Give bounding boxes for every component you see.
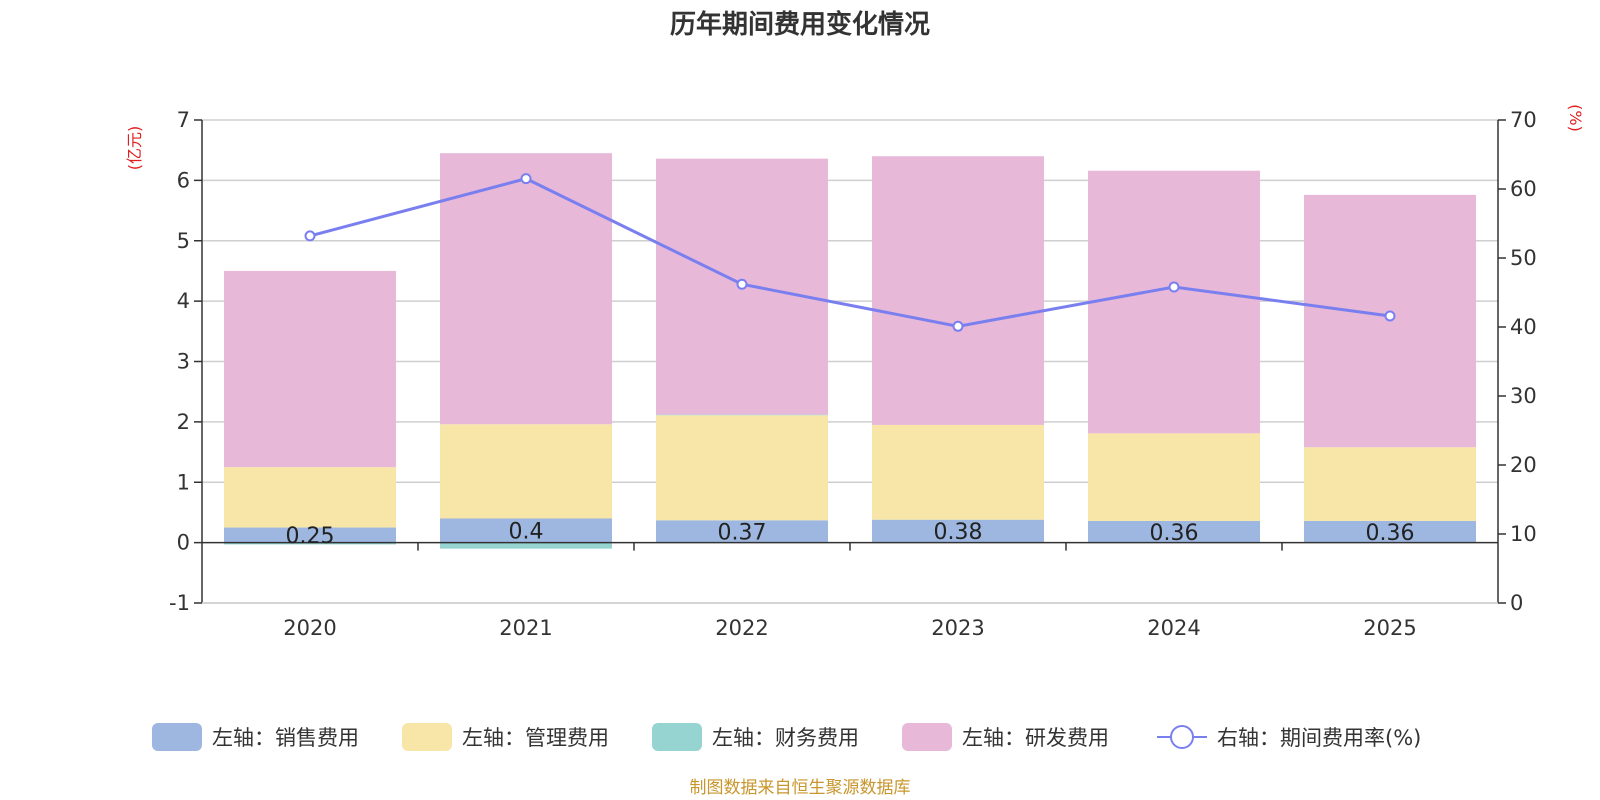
right-axis-tick-label: 30 bbox=[1510, 384, 1537, 408]
legend-swatch-3[interactable] bbox=[652, 723, 702, 751]
rate-point-2023 bbox=[952, 320, 964, 332]
right-axis-tick-label: 70 bbox=[1510, 108, 1537, 132]
rate-point-2020 bbox=[304, 230, 316, 242]
data-label-2021: 0.4 bbox=[509, 520, 544, 545]
right-axis-tick-label: 60 bbox=[1510, 177, 1537, 201]
bar-2-2023 bbox=[872, 424, 1044, 520]
data-label-2020: 0.25 bbox=[286, 524, 335, 549]
category-label: 2020 bbox=[283, 616, 336, 640]
left-axis-tick-label: 5 bbox=[177, 229, 190, 253]
left-axis-unit: (亿元) bbox=[125, 126, 144, 171]
bar-2-2022 bbox=[656, 415, 828, 521]
category-label: 2021 bbox=[499, 616, 552, 640]
legend-swatch-1[interactable] bbox=[152, 723, 202, 751]
left-axis-tick-label: 0 bbox=[177, 531, 190, 555]
left-axis-tick-label: 4 bbox=[177, 289, 190, 313]
bar-4-2024 bbox=[1088, 170, 1260, 434]
bar-3-2020 bbox=[224, 542, 396, 545]
bar-1-2024 bbox=[1088, 520, 1260, 543]
data-label-2022: 0.37 bbox=[718, 520, 767, 545]
bar-1-2020 bbox=[224, 527, 396, 543]
category-label: 2023 bbox=[931, 616, 984, 640]
legend-marker[interactable] bbox=[1170, 725, 1194, 749]
bar-2-2024 bbox=[1088, 433, 1260, 521]
bar-2-2020 bbox=[224, 467, 396, 528]
left-axis-tick-label: 1 bbox=[177, 470, 190, 494]
legend: 左轴：销售费用 左轴：管理费用 左轴：财务费用 左轴：研发费用 右轴：期间费用率(%) bbox=[152, 723, 1421, 751]
bar-3-2021 bbox=[440, 542, 612, 549]
right-axis-unit: (%) bbox=[1566, 104, 1585, 132]
legend-label-5[interactable]: 右轴：期间费用率(%) bbox=[1217, 726, 1421, 750]
right-axis-tick-label: 40 bbox=[1510, 315, 1537, 339]
source-note: 制图数据来自恒生聚源数据库 bbox=[690, 778, 911, 798]
rate-line-path bbox=[309, 177, 1391, 328]
rate-line bbox=[304, 173, 1396, 332]
data-label-2025: 0.36 bbox=[1366, 521, 1415, 546]
bar-2-2021 bbox=[440, 424, 612, 519]
left-axis-tick-label: 6 bbox=[177, 168, 190, 192]
right-axis-tick-label: 10 bbox=[1510, 522, 1537, 546]
bar-1-2025 bbox=[1304, 520, 1476, 543]
chart-title: 历年期间费用变化情况 bbox=[670, 9, 930, 40]
right-axis-tick-label: 0 bbox=[1510, 591, 1523, 615]
bar-2-2025 bbox=[1304, 447, 1476, 521]
bar-4-2020 bbox=[224, 270, 396, 468]
bar-1-2021 bbox=[440, 518, 612, 543]
bar-1-2023 bbox=[872, 519, 1044, 543]
right-axis-tick-label: 20 bbox=[1510, 453, 1537, 477]
bar-1-2022 bbox=[656, 520, 828, 543]
category-label: 2024 bbox=[1147, 616, 1200, 640]
left-axis-tick-label: 7 bbox=[177, 108, 190, 132]
data-label-2024: 0.36 bbox=[1150, 521, 1199, 546]
legend-label-4[interactable]: 左轴：研发费用 bbox=[962, 726, 1109, 750]
grid-lines bbox=[202, 119, 1498, 604]
category-label: 2025 bbox=[1363, 616, 1416, 640]
bar-4-2021 bbox=[440, 153, 612, 425]
bar-4-2023 bbox=[872, 156, 1044, 425]
legend-swatch-4[interactable] bbox=[902, 723, 952, 751]
right-axis-tick-label: 50 bbox=[1510, 246, 1537, 270]
legend-swatch-2[interactable] bbox=[402, 723, 452, 751]
bars bbox=[224, 153, 1476, 549]
bar-3-2022 bbox=[656, 414, 828, 416]
data-labels: 0.25 0.4 0.37 0.38 0.36 0.36 bbox=[286, 520, 1415, 550]
left-axis-tick-label: 2 bbox=[177, 410, 190, 434]
left-axis-tick-label: -1 bbox=[169, 591, 190, 615]
legend-label-1[interactable]: 左轴：销售费用 bbox=[212, 726, 359, 750]
data-label-2023: 0.38 bbox=[934, 520, 983, 545]
rate-point-2021 bbox=[520, 173, 532, 185]
left-axis-tick-label: 3 bbox=[177, 350, 190, 374]
category-label: 2022 bbox=[715, 616, 768, 640]
rate-point-2025 bbox=[1384, 310, 1396, 322]
rate-point-2022 bbox=[736, 278, 748, 290]
legend-label-3[interactable]: 左轴：财务费用 bbox=[712, 726, 859, 750]
rate-point-2024 bbox=[1168, 281, 1180, 293]
legend-label-2[interactable]: 左轴：管理费用 bbox=[462, 726, 609, 750]
